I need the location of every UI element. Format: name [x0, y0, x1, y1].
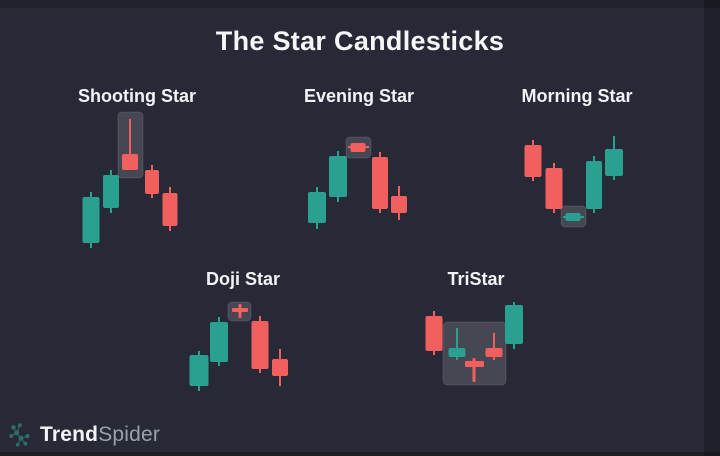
candle-body	[350, 143, 366, 152]
highlight-box	[442, 321, 507, 386]
bottom-edge-strip	[0, 452, 720, 456]
pattern-label-evening-star: Evening Star	[303, 86, 415, 106]
candle-body	[391, 196, 407, 213]
candle-body	[308, 192, 326, 223]
candle-body	[448, 348, 466, 357]
page-title: The Star Candlesticks	[215, 26, 505, 56]
candle-body	[505, 305, 523, 344]
candle-body	[82, 197, 100, 243]
pattern-label-morning-star: Morning Star	[521, 86, 633, 106]
candle-body	[586, 161, 602, 209]
candle-body	[122, 154, 138, 170]
candle-body	[189, 355, 209, 386]
candle-body	[103, 175, 119, 208]
trendspider-logo-icon	[9, 423, 30, 447]
top-edge-strip	[0, 0, 720, 8]
candle-body	[272, 359, 288, 376]
pattern-label-doji-star: Doji Star	[205, 269, 281, 289]
candle-wick	[456, 328, 458, 360]
pattern-label-tristar: TriStar	[447, 269, 505, 289]
candle-body	[372, 157, 388, 209]
doji-horizontal-line	[232, 308, 248, 312]
brand-spider: Spider	[98, 423, 161, 446]
candle-body	[485, 348, 503, 357]
trendspider-logo: TrendSpider	[8, 422, 160, 448]
pattern-label-shooting-star: Shooting Star	[78, 86, 196, 106]
candle-body	[329, 156, 347, 197]
candle-body	[251, 321, 269, 369]
candle-body	[425, 316, 443, 351]
candle-body	[524, 145, 542, 177]
brand-trend: Trend	[40, 423, 99, 446]
candle-body	[545, 168, 563, 209]
brand-wordmark: TrendSpider	[40, 423, 160, 447]
doji-horizontal-line	[465, 361, 484, 367]
candle-body	[210, 322, 228, 362]
right-edge-strip	[704, 0, 720, 456]
candle-body	[565, 213, 581, 221]
candle-body	[162, 193, 178, 226]
candle-body	[145, 170, 159, 194]
candle-wick	[493, 333, 495, 360]
candle-body	[605, 149, 623, 176]
candle-wick	[129, 119, 131, 170]
